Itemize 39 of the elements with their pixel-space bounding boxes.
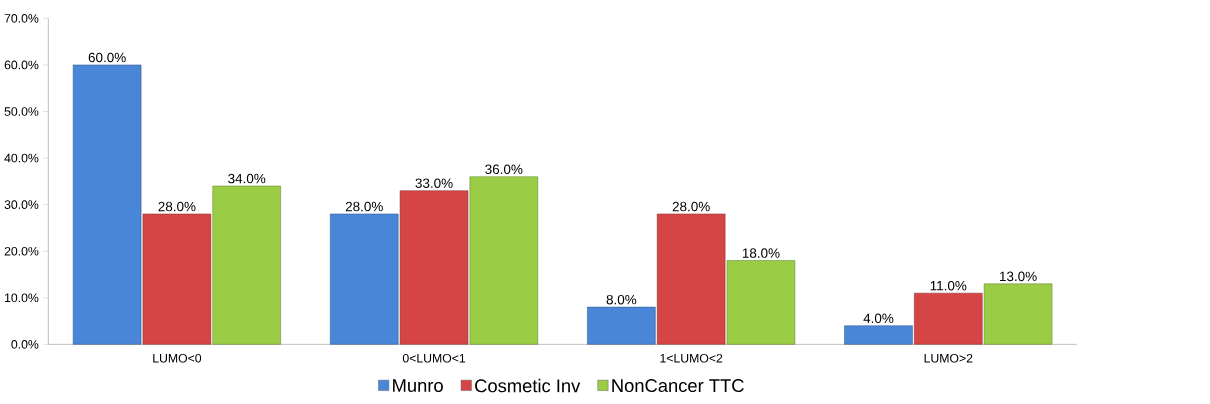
bar (726, 260, 796, 345)
y-tick-label: 10.0% (5, 293, 39, 303)
data-label: 28.0% (345, 201, 383, 212)
data-label: 36.0% (485, 164, 523, 174)
bar (142, 213, 212, 345)
x-tick-label: 1<LUMO<2 (660, 353, 723, 363)
x-tick-label: LUMO<0 (153, 353, 202, 363)
legend-label: Munro (393, 379, 443, 392)
y-tick-label: 70.0% (4, 14, 39, 23)
data-label: 4.0% (863, 313, 894, 324)
legend-label: NonCancer TTC (612, 379, 744, 393)
bar (469, 176, 539, 345)
bar (983, 283, 1053, 345)
bar (844, 325, 913, 345)
y-tick-label: 0.0% (11, 340, 39, 349)
data-label: 34.0% (228, 173, 266, 184)
y-tick-label: 20.0% (4, 246, 39, 256)
y-tick-label: 40.0% (4, 153, 39, 163)
x-tick-label: LUMO>2 (924, 353, 973, 363)
bar (587, 306, 656, 345)
y-tick-label: 30.0% (4, 200, 39, 209)
data-label: 13.0% (999, 271, 1037, 282)
y-tick-label: 60.0% (4, 60, 39, 70)
x-tick-label: 0<LUMO<1 (402, 353, 466, 363)
data-label: 11.0% (930, 280, 967, 291)
data-label: 33.0% (415, 178, 453, 188)
bar (399, 190, 469, 345)
bar (212, 185, 281, 345)
bar (914, 292, 983, 345)
data-label: 8.0% (606, 294, 637, 305)
data-label: 28.0% (158, 201, 196, 212)
bar (656, 213, 726, 345)
legend-label: Cosmetic Inv (475, 378, 581, 393)
y-tick-label: 50.0% (4, 107, 39, 116)
data-label: 28.0% (672, 201, 710, 212)
data-label: 60.0% (88, 52, 126, 63)
data-label: 18.0% (742, 248, 780, 258)
bar (72, 64, 142, 345)
bar (330, 213, 399, 345)
